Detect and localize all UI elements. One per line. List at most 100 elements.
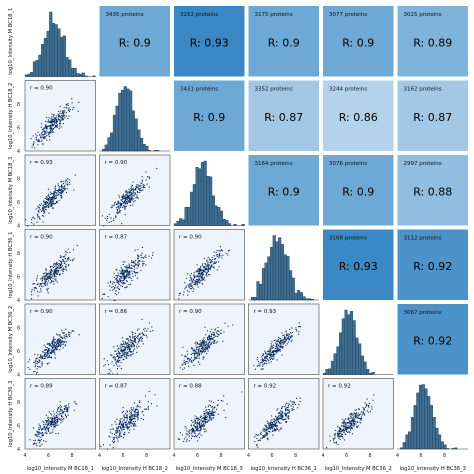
scatter-point <box>126 411 128 413</box>
scatter-point <box>207 350 209 352</box>
scatter-point <box>275 419 277 421</box>
scatter-point <box>145 254 147 256</box>
x-axis-label: log10_Intensity M BC18_3 <box>176 466 243 472</box>
scatter-point <box>40 290 42 292</box>
scatter-point <box>190 273 192 275</box>
scatter-point <box>64 338 66 340</box>
scatter-point <box>283 337 285 339</box>
scatter-point <box>281 354 283 356</box>
scatter-point <box>262 360 264 362</box>
scatter-point <box>43 424 45 426</box>
scatter-point <box>45 124 47 126</box>
scatter-point <box>57 263 59 265</box>
scatter-point <box>201 428 203 430</box>
scatter-point <box>33 223 35 225</box>
scatter-point <box>131 422 133 424</box>
scatter-point <box>209 261 211 263</box>
scatter-point <box>123 354 125 356</box>
scatter-point <box>51 343 53 345</box>
scatter-point <box>56 273 58 275</box>
scatter-point <box>354 423 356 425</box>
y-axis-label: log10_Intensity H BC18_2 <box>8 83 14 149</box>
scatter-point <box>137 409 139 411</box>
correlation-label: R: 0.87 <box>264 111 303 124</box>
scatter-point <box>272 424 274 426</box>
scatter-point <box>57 343 59 345</box>
scatter-point <box>147 176 149 178</box>
scatter-point <box>132 265 134 267</box>
scatter-point <box>266 431 268 433</box>
scatter-point <box>55 345 57 347</box>
scatter-point <box>208 404 210 406</box>
scatter-point <box>275 421 277 423</box>
scatter-point <box>59 406 61 408</box>
scatter-point <box>117 349 119 351</box>
scatter-point <box>288 339 290 341</box>
scatter-point <box>191 420 193 422</box>
scatter-point <box>198 355 200 357</box>
scatter-point <box>193 275 195 277</box>
scatter-point <box>121 350 123 352</box>
scatter-point <box>130 192 132 194</box>
scatter-point <box>25 219 27 221</box>
scatter-point <box>201 351 203 353</box>
scatter-point <box>206 348 208 350</box>
scatter-point <box>277 346 279 348</box>
scatter-point <box>207 263 209 265</box>
scatter-point <box>282 339 284 341</box>
scatter-point <box>350 413 352 415</box>
scatter-point <box>188 430 190 432</box>
scatter-point <box>45 346 47 348</box>
scatter-point <box>40 284 42 286</box>
scatter-point <box>51 127 53 129</box>
scatter-point <box>195 275 197 277</box>
scatter-point <box>67 411 69 413</box>
scatter-point <box>137 413 139 415</box>
scatter-point <box>183 367 185 369</box>
scatter-point <box>193 288 195 290</box>
scatter-point <box>269 427 271 429</box>
scatter-point <box>50 356 52 358</box>
scatter-point <box>196 357 198 359</box>
y-tick-label: 8 <box>17 251 20 257</box>
scatter-point <box>34 442 36 444</box>
scatter-point <box>131 354 133 356</box>
scatter-point <box>121 280 123 282</box>
scatter-point <box>53 423 55 425</box>
scatter-point <box>203 419 205 421</box>
scatter-point <box>123 197 125 199</box>
scatter-point <box>188 429 190 431</box>
histogram-bar <box>278 237 282 301</box>
scatter-point <box>57 413 59 415</box>
scatter-point <box>125 287 127 289</box>
scatter-point <box>291 335 293 337</box>
scatter-point <box>138 187 140 189</box>
scatter-point <box>197 343 199 345</box>
scatter-point <box>271 422 273 424</box>
scatter-point <box>208 409 210 411</box>
scatter-point <box>46 202 48 204</box>
scatter-point <box>199 272 201 274</box>
scatter-point <box>273 421 275 423</box>
scatter-point <box>41 435 43 437</box>
scatter-point <box>48 280 50 282</box>
scatter-point <box>276 348 278 350</box>
scatter-point <box>211 261 213 263</box>
scatter-point <box>194 275 196 277</box>
scatter-point <box>66 252 68 254</box>
scatter-point <box>65 404 67 406</box>
scatter-point <box>366 403 368 405</box>
scatter-point <box>74 402 76 404</box>
scatter-point <box>211 414 213 416</box>
scatter-point <box>50 128 52 130</box>
scatter-point <box>130 417 132 419</box>
scatter-point <box>211 257 213 259</box>
protein-count-label: 3244 proteins <box>329 87 367 93</box>
scatter-point <box>46 128 48 130</box>
scatter-point <box>62 270 64 272</box>
scatter-point <box>116 429 118 431</box>
scatter-point <box>143 260 145 262</box>
scatter-point <box>268 424 270 426</box>
scatter-point <box>43 210 45 212</box>
r-value-label: r = 0.90 <box>30 309 53 315</box>
